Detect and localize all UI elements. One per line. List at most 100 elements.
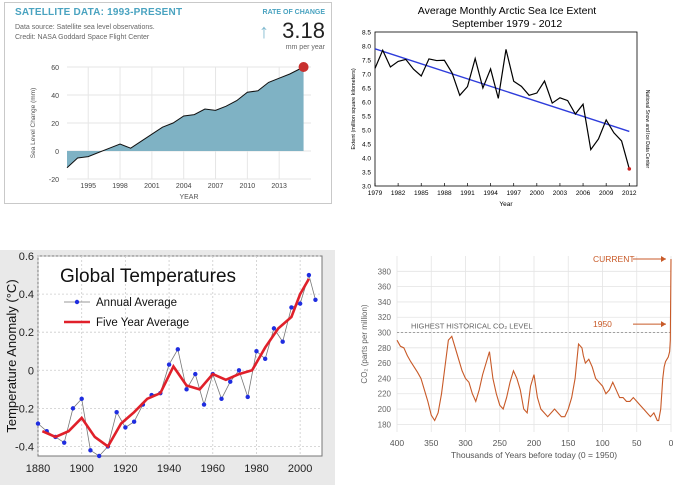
x-tick-label: 2007 bbox=[208, 183, 224, 190]
y-tick-label: 4.5 bbox=[362, 142, 371, 149]
sea-level-title: SATELLITE DATA: 1993-PRESENT bbox=[15, 7, 183, 18]
y-tick-label: 180 bbox=[378, 420, 392, 429]
y-tick-label: 0.2 bbox=[19, 327, 34, 339]
y-tick-label: 5.5 bbox=[362, 114, 371, 121]
annotation-label: CURRENT bbox=[593, 254, 635, 264]
up-arrow-icon: ↑ bbox=[259, 21, 269, 43]
x-tick-label: 1988 bbox=[437, 190, 452, 197]
annual-average-point bbox=[219, 396, 224, 402]
y-tick-label: 0.6 bbox=[19, 251, 34, 263]
x-tick-label: 1980 bbox=[244, 463, 268, 475]
x-tick-label: 1998 bbox=[112, 183, 128, 190]
annual-average-point bbox=[70, 406, 76, 411]
latest-value-marker bbox=[627, 167, 632, 171]
annual-average-point bbox=[131, 419, 137, 424]
sea-ice-line bbox=[374, 48, 630, 170]
y-tick-label: 8.0 bbox=[362, 44, 371, 51]
x-tick-label: 2000 bbox=[288, 463, 312, 475]
arrowhead-icon bbox=[661, 321, 666, 328]
annual-average-point bbox=[245, 394, 250, 400]
x-tick-label: 2012 bbox=[622, 190, 637, 197]
five-year-average-line bbox=[41, 278, 311, 449]
legend-annual-marker bbox=[74, 299, 80, 305]
x-tick-label: 1995 bbox=[80, 183, 96, 190]
chart-title: Average Monthly Arctic Sea Ice Extent bbox=[418, 5, 596, 17]
annual-average-point bbox=[228, 379, 233, 384]
y-tick-label: 4.0 bbox=[362, 156, 371, 163]
sea-level-line bbox=[66, 66, 304, 169]
y-tick-label: 5.0 bbox=[362, 128, 371, 135]
annual-average-point bbox=[289, 305, 294, 310]
y-tick-label: 300 bbox=[378, 329, 392, 338]
x-tick-label: 2000 bbox=[530, 190, 545, 197]
chart-subtitle: September 1979 - 2012 bbox=[452, 18, 562, 30]
annual-average-point bbox=[79, 396, 84, 402]
y-tick-label: 3.0 bbox=[362, 184, 371, 191]
y-tick-label: 0.4 bbox=[19, 289, 34, 301]
x-tick-label: 350 bbox=[424, 438, 438, 448]
x-tick-label: 400 bbox=[390, 438, 404, 448]
x-tick-label: 1985 bbox=[414, 190, 429, 197]
annual-average-point bbox=[306, 272, 312, 278]
y-tick-label: 3.5 bbox=[362, 170, 371, 177]
annual-average-point bbox=[254, 349, 259, 354]
sea-level-chart: -20 0 20 40 60 1995 1998 2001 2004 2007 2010 2013 YE… bbox=[30, 62, 311, 201]
sea-level-area bbox=[67, 67, 304, 168]
x-tick-label: 1880 bbox=[26, 463, 50, 475]
x-tick-label: 2001 bbox=[144, 183, 160, 190]
annual-average-point bbox=[201, 402, 207, 407]
latest-value-marker bbox=[298, 62, 309, 72]
y-tick-label: 7.5 bbox=[362, 58, 371, 65]
y-tick-label: -20 bbox=[49, 177, 59, 184]
co2-line bbox=[396, 259, 672, 422]
y-tick-label: 260 bbox=[378, 359, 392, 368]
y-tick-label: 40 bbox=[51, 93, 59, 100]
x-tick-label: 300 bbox=[458, 438, 472, 448]
x-tick-label: 150 bbox=[561, 438, 575, 448]
x-tick-label: 2003 bbox=[553, 190, 568, 197]
y-tick-label: 380 bbox=[378, 267, 392, 276]
y-tick-label: 340 bbox=[378, 298, 392, 307]
x-tick-label: 2013 bbox=[271, 183, 287, 190]
rate-of-change-label: RATE OF CHANGE bbox=[262, 9, 325, 16]
annual-average-point bbox=[96, 453, 102, 459]
y-tick-label: 220 bbox=[378, 390, 392, 399]
y-axis-label: Sea Level Change (mm) bbox=[30, 88, 37, 158]
x-tick-label: 1997 bbox=[506, 190, 521, 197]
x-tick-label: 200 bbox=[527, 438, 541, 448]
y-tick-label: 6.5 bbox=[362, 86, 371, 93]
arrowhead-icon bbox=[661, 256, 666, 263]
x-tick-label: 2010 bbox=[240, 183, 256, 190]
sea-level-credit: Credit: NASA Goddard Space Flight Center bbox=[15, 34, 150, 41]
y-tick-label: 20 bbox=[51, 121, 59, 128]
y-tick-label: 280 bbox=[378, 344, 392, 353]
x-tick-label: 1979 bbox=[368, 190, 383, 197]
annual-average-point bbox=[263, 356, 268, 362]
y-axis-label: CO₂ (parts per million) bbox=[360, 304, 369, 383]
x-tick-label: 2006 bbox=[576, 190, 591, 197]
y-axis-label: Extent (million square kilometers) bbox=[351, 68, 357, 149]
annual-average-point bbox=[184, 387, 189, 392]
annual-average-point bbox=[166, 362, 172, 367]
annual-average-point bbox=[62, 440, 67, 445]
x-tick-label: 2009 bbox=[599, 190, 614, 197]
y-tick-label: 7.0 bbox=[362, 72, 371, 79]
chart-title: Global Temperatures bbox=[60, 266, 236, 287]
x-tick-label: 2004 bbox=[176, 183, 192, 190]
annual-average-point bbox=[313, 297, 318, 303]
y-tick-label: 200 bbox=[378, 405, 392, 414]
plot-frame bbox=[374, 31, 638, 187]
annual-average-point bbox=[88, 448, 93, 453]
x-axis-label: Thousands of Years before today (0 = 195… bbox=[451, 450, 617, 460]
annual-average-point bbox=[123, 425, 128, 430]
sea-level-source: Data source: Satellite sea level observa… bbox=[15, 24, 155, 31]
trend-line bbox=[374, 48, 630, 133]
co2-chart: 180 200 220 240 260 280 300 320 340 360 380 400 350 3… bbox=[360, 254, 674, 460]
x-tick-label: 1982 bbox=[391, 190, 406, 197]
y-tick-label: 60 bbox=[51, 65, 59, 72]
global-temperature-chart: -0.4 -0.2 0 0.2 0.4 0.6 1880 1900 1920 1940 1960 19… bbox=[0, 250, 335, 485]
y-axis-label: Temperature Anomaly (°C) bbox=[4, 279, 19, 432]
rate-of-change-value: 3.18 bbox=[282, 18, 325, 43]
reference-line-label: HIGHEST HISTORICAL CO₂ LEVEL bbox=[411, 322, 533, 331]
rate-of-change-unit: mm per year bbox=[285, 44, 325, 51]
